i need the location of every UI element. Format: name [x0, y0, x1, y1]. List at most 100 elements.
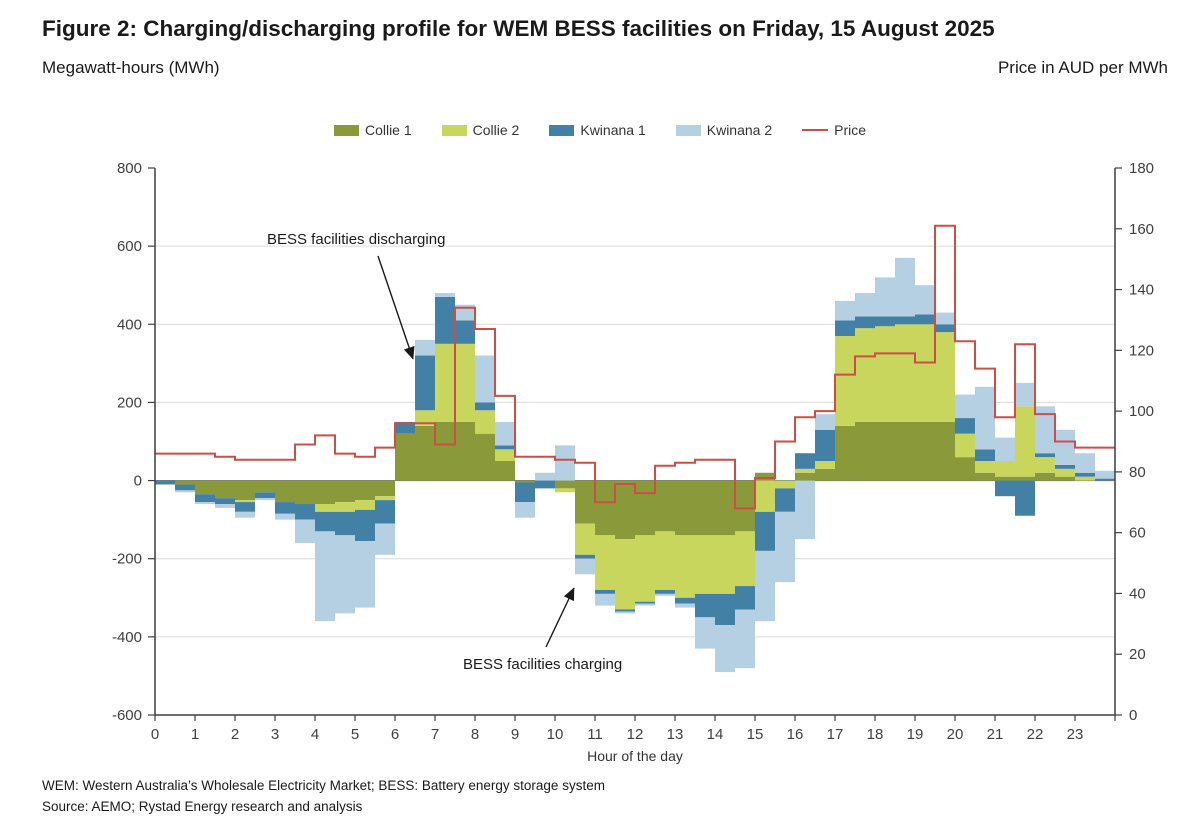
bar-segment-collie-2: [435, 343, 455, 422]
footnote-definitions: WEM: Western Australia’s Wholesale Elect…: [42, 778, 605, 793]
bar-segment-kwinana-2: [995, 437, 1015, 462]
x-tick-23: 23: [1067, 726, 1084, 743]
x-tick-8: 8: [471, 726, 479, 743]
legend-item-price: Price: [802, 122, 866, 138]
bar-segment-kwinana-2: [895, 257, 915, 317]
bar-segment-collie-1: [515, 480, 535, 483]
bar-segment-collie-2: [495, 449, 515, 462]
bar-segment-collie-2: [575, 523, 595, 555]
bar-segment-collie-2: [1075, 476, 1095, 481]
y-right-tick-60: 60: [1129, 525, 1146, 542]
y-right-tick-80: 80: [1129, 464, 1146, 481]
bar-segment-collie-2: [735, 531, 755, 587]
bar-segment-kwinana-2: [215, 504, 235, 508]
y-right-tick-100: 100: [1129, 403, 1154, 420]
bar-segment-kwinana-2: [1055, 429, 1075, 465]
bar-segment-collie-1: [555, 480, 575, 489]
bar-segment-collie-2: [1055, 468, 1075, 477]
bar-segment-kwinana-1: [635, 601, 655, 604]
bar-segment-kwinana-2: [435, 293, 455, 297]
bar-segment-kwinana-2: [935, 312, 955, 325]
bar-segment-collie-2: [475, 410, 495, 434]
price-step-line: [155, 224, 1115, 510]
bar-segment-kwinana-2: [955, 394, 975, 419]
bar-segment-collie-1: [435, 421, 455, 481]
bar-segment-kwinana-2: [735, 609, 755, 669]
bar-segment-collie-2: [895, 324, 915, 422]
y-left-tick-600: 600: [117, 238, 142, 255]
bar-segment-collie-1: [475, 433, 495, 481]
y-left-tick--400: -400: [112, 629, 142, 646]
bar-segment-collie-2: [375, 496, 395, 501]
footnote-source: Source: AEMO; Rystad Energy research and…: [42, 798, 363, 814]
bar-segment-collie-1: [595, 480, 615, 536]
axis-tick-labels: 8006004002000-200-400-600180160140120100…: [112, 160, 1154, 743]
bar-segment-collie-1: [315, 480, 335, 505]
bar-segment-kwinana-1: [495, 445, 515, 450]
bar-segment-kwinana-2: [835, 300, 855, 321]
bar-segment-collie-2: [455, 343, 475, 422]
bar-segment-kwinana-1: [155, 480, 175, 485]
x-tick-1: 1: [191, 726, 199, 743]
legend-swatch-kwinana-2-icon: [675, 124, 701, 136]
bar-segment-collie-1: [675, 480, 695, 536]
y-right-tick-140: 140: [1129, 282, 1154, 299]
bar-segment-collie-2: [555, 488, 575, 493]
bar-segment-collie-1: [835, 425, 855, 481]
bar-segment-kwinana-1: [995, 480, 1015, 497]
bar-segment-kwinana-1: [355, 509, 375, 542]
bar-segment-collie-2: [415, 410, 435, 426]
bar-segment-collie-1: [1055, 476, 1075, 481]
bar-segment-collie-1: [855, 421, 875, 481]
annotation-discharging-arrow-icon: [377, 255, 415, 360]
left-axis-unit-label: Megawatt-hours (MWh): [42, 58, 220, 77]
bar-segment-collie-1: [735, 480, 755, 532]
x-tick-20: 20: [947, 726, 964, 743]
bar-segment-kwinana-1: [875, 316, 895, 327]
bar-segment-collie-1: [215, 480, 235, 499]
bar-segment-kwinana-1: [615, 609, 635, 612]
bar-segment-collie-1: [795, 472, 815, 481]
x-axis-title: Hour of the day: [587, 748, 683, 764]
x-tick-5: 5: [351, 726, 359, 743]
bar-segment-kwinana-1: [855, 316, 875, 329]
bar-segment-collie-1: [955, 457, 975, 481]
bar-segment-kwinana-2: [535, 472, 555, 481]
bar-segment-kwinana-2: [595, 593, 615, 606]
legend-item-kwinana-1: Kwinana 1: [549, 122, 646, 138]
bar-segment-kwinana-2: [635, 603, 655, 606]
bar-segment-kwinana-1: [535, 480, 555, 489]
bar-segment-collie-1: [995, 476, 1015, 481]
legend-swatch-kwinana-1-icon: [549, 124, 575, 136]
legend-label-kwinana-2: Kwinana 2: [706, 122, 773, 138]
bar-segment-kwinana-2: [415, 339, 435, 356]
bar-segment-kwinana-2: [1015, 382, 1035, 407]
bar-segment-collie-1: [755, 472, 775, 481]
footnotes: WEM: Western Australia’s Wholesale Elect…: [42, 776, 605, 818]
bar-segment-kwinana-2: [495, 421, 515, 446]
bar-segment-kwinana-2: [375, 523, 395, 555]
x-tick-13: 13: [667, 726, 684, 743]
annotation-discharging: BESS facilities discharging: [267, 231, 445, 248]
x-tick-9: 9: [511, 726, 519, 743]
bar-segment-kwinana-2: [315, 531, 335, 622]
x-tick-15: 15: [747, 726, 764, 743]
bar-segment-collie-1: [655, 480, 675, 532]
bar-segment-kwinana-1: [1075, 472, 1095, 477]
bar-segment-collie-2: [1035, 457, 1055, 473]
bar-segment-collie-1: [195, 480, 215, 495]
bar-segment-kwinana-2: [755, 550, 775, 622]
bar-segment-kwinana-1: [175, 484, 195, 491]
bar-segment-kwinana-2: [195, 502, 215, 505]
legend-item-collie-2: Collie 2: [441, 122, 519, 138]
bar-segment-collie-1: [395, 433, 415, 481]
bar-segment-kwinana-1: [1095, 478, 1115, 481]
bar-segment-kwinana-2: [775, 511, 795, 583]
bar-segment-collie-2: [1015, 406, 1035, 477]
bar-segment-collie-1: [695, 480, 715, 536]
bar-segment-collie-1: [975, 472, 995, 481]
legend-item-collie-1: Collie 1: [333, 122, 412, 138]
bar-segment-kwinana-1: [795, 453, 815, 469]
x-tick-19: 19: [907, 726, 924, 743]
bar-segment-collie-1: [335, 480, 355, 503]
